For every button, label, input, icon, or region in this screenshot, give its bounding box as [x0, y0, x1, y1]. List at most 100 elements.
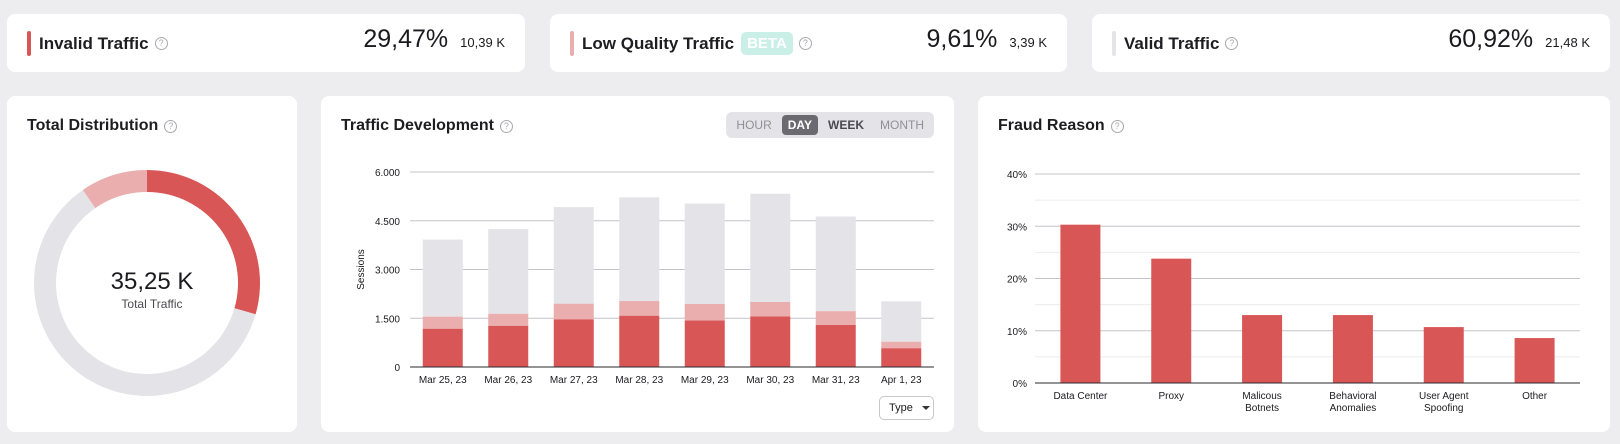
- x-tick-label: Mar 30, 23: [746, 375, 794, 386]
- beta-badge: BETA: [741, 32, 793, 55]
- traffic-development-panel: Traffic Development ? HOUR DAY WEEK MONT…: [321, 96, 954, 432]
- help-icon[interactable]: ?: [1110, 119, 1124, 133]
- fraud-reason-title-row: Fraud Reason ?: [998, 116, 1124, 136]
- y-tick-label: 30%: [1007, 222, 1027, 233]
- low-quality-traffic-card: Low Quality Traffic BETA ? 9,61% 3,39 K: [550, 14, 1067, 72]
- bar-segment: [815, 216, 856, 312]
- bar-segment: [619, 197, 660, 302]
- invalid-traffic-absolute: 10,39 K: [460, 35, 505, 50]
- granularity-month-button[interactable]: MONTH: [874, 115, 930, 135]
- donut-chart: [34, 170, 260, 396]
- x-tick-label: Malicous: [1242, 391, 1281, 402]
- bar-segment: [422, 328, 463, 367]
- bar-segment: [815, 311, 856, 325]
- low-quality-traffic-label-row: Low Quality Traffic BETA ?: [582, 31, 812, 56]
- granularity-week-button[interactable]: WEEK: [822, 115, 870, 135]
- invalid-traffic-label: Invalid Traffic: [39, 34, 149, 53]
- x-tick-label: Other: [1522, 391, 1548, 402]
- total-label: Total Traffic: [121, 297, 183, 311]
- y-tick-label: 1.500: [375, 314, 400, 325]
- low-quality-traffic-absolute: 3,39 K: [1009, 35, 1047, 50]
- bar-segment: [881, 348, 922, 367]
- bar-segment: [815, 324, 856, 367]
- bar-segment: [750, 316, 791, 367]
- fraud-bar: [1332, 315, 1373, 383]
- donut-slice-2: [82, 170, 147, 209]
- fraud-bar: [1423, 327, 1464, 383]
- chevron-down-icon: [921, 406, 930, 410]
- fraud-bar: [1060, 224, 1101, 383]
- x-tick-label: Mar 25, 23: [419, 375, 467, 386]
- x-tick-label: Botnets: [1245, 403, 1279, 414]
- x-tick-label: Mar 28, 23: [615, 375, 663, 386]
- bar-segment: [422, 316, 463, 329]
- bar-segment: [684, 320, 725, 367]
- fraud-reason-panel: Fraud Reason ? 0% 10% 20% 30% 40% Data Center…: [978, 96, 1610, 432]
- invalid-traffic-percent: 29,47%: [363, 25, 449, 53]
- total-distribution-title-row: Total Distribution ?: [27, 116, 178, 136]
- y-tick-label: 0%: [1013, 379, 1028, 390]
- bar-segment: [553, 319, 594, 367]
- low-quality-traffic-percent: 9,61%: [926, 25, 998, 53]
- bar-segment: [750, 302, 791, 317]
- bar-segment: [553, 207, 594, 304]
- fraud-bar: [1242, 315, 1283, 383]
- bar-segment: [881, 341, 922, 349]
- granularity-day-button[interactable]: DAY: [781, 115, 818, 135]
- fraud-bar: [1151, 258, 1192, 383]
- y-axis-label: Sessions: [356, 249, 367, 290]
- bar-segment: [619, 301, 660, 316]
- valid-traffic-percent: 60,92%: [1448, 25, 1534, 53]
- donut-slice-0: [147, 170, 260, 315]
- help-icon[interactable]: ?: [164, 119, 178, 133]
- type-select-label: Type: [889, 402, 913, 414]
- x-tick-label: Behavioral: [1329, 391, 1376, 402]
- invalid-traffic-card: Invalid Traffic ? 29,47% 10,39 K: [7, 14, 525, 72]
- valid-traffic-color-bar: [1112, 31, 1116, 56]
- low-quality-traffic-values: 9,61% 3,39 K: [927, 25, 1047, 54]
- fraud-bar: [1514, 338, 1555, 383]
- bar-segment: [684, 203, 725, 304]
- valid-traffic-values: 60,92% 21,48 K: [1448, 25, 1590, 54]
- x-tick-label: Mar 29, 23: [681, 375, 729, 386]
- y-tick-label: 0: [394, 363, 400, 374]
- help-icon[interactable]: ?: [154, 37, 168, 50]
- x-tick-label: Data Center: [1053, 391, 1108, 402]
- low-quality-traffic-color-bar: [570, 31, 574, 56]
- valid-traffic-absolute: 21,48 K: [1545, 35, 1590, 50]
- bar-segment: [488, 229, 529, 314]
- y-tick-label: 3.000: [375, 266, 400, 277]
- type-select[interactable]: Type: [879, 396, 934, 420]
- total-distribution-title: Total Distribution: [27, 117, 159, 134]
- traffic-development-title-row: Traffic Development ?: [341, 116, 513, 136]
- total-value: 35,25 K: [110, 268, 194, 295]
- y-tick-label: 40%: [1007, 170, 1027, 181]
- x-tick-label: Mar 26, 23: [484, 375, 532, 386]
- granularity-hour-button[interactable]: HOUR: [730, 115, 778, 135]
- help-icon[interactable]: ?: [1225, 37, 1239, 50]
- traffic-development-chart: 0 1.500 3.000 4.500 6.000 Sessions Mar 25, 23 M…: [356, 168, 934, 386]
- fraud-reason-chart: 0% 10% 20% 30% 40% Data Center Proxy MalicousBo…: [1007, 170, 1580, 414]
- valid-traffic-label: Valid Traffic: [1124, 34, 1220, 53]
- x-tick-label: Spoofing: [1424, 403, 1463, 414]
- bar-segment: [619, 315, 660, 367]
- bar-segment: [684, 303, 725, 321]
- bar-segment: [488, 313, 529, 326]
- help-icon[interactable]: ?: [499, 119, 513, 133]
- help-icon[interactable]: ?: [798, 37, 812, 50]
- x-tick-label: Anomalies: [1330, 403, 1377, 414]
- x-tick-label: Mar 31, 23: [812, 375, 860, 386]
- traffic-development-title: Traffic Development: [341, 117, 494, 134]
- x-tick-label: Proxy: [1158, 391, 1184, 402]
- bar-segment: [750, 193, 791, 302]
- low-quality-traffic-label: Low Quality Traffic: [582, 34, 735, 53]
- invalid-traffic-color-bar: [27, 31, 31, 56]
- granularity-toggle: HOUR DAY WEEK MONTH: [726, 112, 934, 138]
- x-tick-label: User Agent: [1419, 391, 1469, 402]
- donut-center: 35,25 K Total Traffic: [7, 268, 297, 312]
- fraud-reason-title: Fraud Reason: [998, 117, 1105, 134]
- valid-traffic-label-row: Valid Traffic ?: [1124, 31, 1239, 56]
- y-tick-label: 4.500: [375, 217, 400, 228]
- y-tick-label: 6.000: [375, 168, 400, 179]
- bar-segment: [488, 325, 529, 367]
